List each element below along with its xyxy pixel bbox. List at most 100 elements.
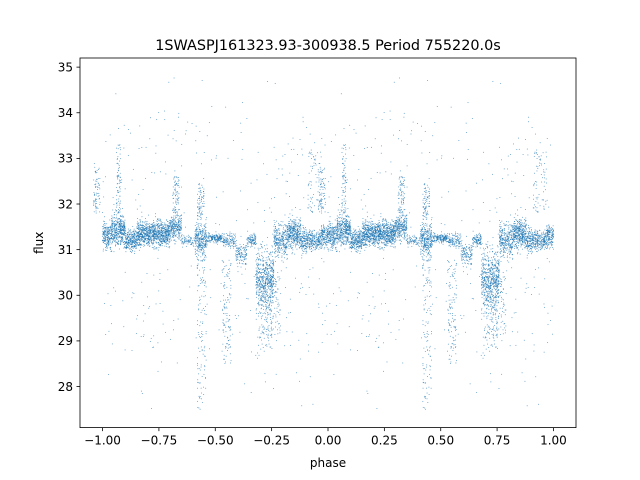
- data-point: [385, 223, 387, 225]
- data-point: [102, 234, 104, 236]
- data-point: [362, 232, 364, 233]
- data-point: [141, 216, 143, 218]
- data-point: [379, 231, 381, 233]
- data-point: [337, 234, 338, 236]
- data-point: [114, 226, 115, 227]
- data-point: [168, 233, 170, 235]
- data-point: [173, 231, 174, 233]
- data-point: [346, 224, 347, 226]
- data-point: [135, 239, 137, 241]
- data-point: [425, 246, 427, 248]
- data-point: [377, 227, 379, 229]
- data-point: [379, 238, 381, 239]
- data-point: [201, 233, 203, 235]
- data-point: [179, 208, 180, 210]
- data-point: [394, 222, 396, 224]
- data-point: [200, 251, 202, 253]
- data-point: [378, 232, 380, 234]
- data-point: [399, 224, 401, 225]
- data-point: [153, 234, 155, 235]
- data-point: [394, 236, 395, 237]
- data-point: [165, 226, 167, 228]
- data-point: [359, 246, 361, 248]
- data-point: [146, 227, 148, 229]
- data-point: [127, 244, 129, 246]
- data-point: [123, 147, 125, 149]
- data-point: [358, 233, 360, 235]
- data-point: [205, 223, 207, 225]
- data-point: [335, 248, 337, 250]
- data-point: [344, 229, 346, 231]
- data-point: [167, 234, 169, 235]
- data-point: [429, 310, 431, 311]
- data-point: [103, 220, 104, 222]
- data-point: [332, 234, 334, 236]
- data-point: [353, 243, 355, 244]
- data-point: [327, 212, 329, 213]
- data-point: [405, 228, 407, 230]
- data-point: [344, 221, 346, 222]
- data-point: [348, 222, 350, 224]
- data-point: [425, 241, 427, 243]
- data-point: [394, 225, 396, 227]
- data-point: [165, 230, 167, 232]
- data-point: [342, 220, 343, 222]
- data-point: [151, 241, 152, 243]
- data-point: [113, 221, 115, 222]
- data-point: [144, 241, 145, 243]
- data-point: [429, 244, 431, 246]
- data-point: [154, 238, 156, 240]
- data-point: [423, 242, 425, 244]
- data-point: [198, 246, 199, 248]
- data-point: [422, 248, 424, 250]
- data-point: [365, 246, 367, 248]
- data-point: [368, 225, 370, 226]
- data-point: [127, 247, 129, 249]
- data-point: [382, 235, 383, 237]
- data-point: [414, 286, 416, 288]
- data-point: [396, 222, 397, 224]
- data-point: [365, 221, 367, 223]
- data-point: [144, 313, 146, 315]
- data-point: [150, 337, 152, 339]
- data-point: [411, 242, 412, 244]
- data-point: [112, 223, 114, 224]
- data-point: [179, 215, 181, 217]
- data-point: [380, 233, 382, 235]
- data-point: [375, 234, 376, 236]
- data-point: [118, 224, 120, 225]
- data-point: [203, 230, 205, 232]
- data-point: [120, 241, 121, 242]
- data-point: [348, 232, 349, 234]
- data-point: [339, 238, 341, 239]
- data-point: [118, 128, 119, 129]
- data-point: [430, 226, 432, 228]
- data-point: [130, 238, 132, 240]
- data-point: [385, 229, 386, 231]
- data-point: [355, 132, 357, 134]
- data-point: [165, 232, 166, 234]
- data-point: [348, 243, 350, 245]
- data-point: [375, 228, 377, 230]
- data-point: [380, 216, 382, 218]
- data-point: [368, 189, 369, 190]
- data-point: [362, 243, 364, 245]
- data-point: [354, 237, 356, 239]
- data-point: [360, 238, 362, 240]
- data-point: [339, 234, 341, 236]
- data-point: [140, 225, 142, 226]
- data-point: [200, 246, 202, 248]
- data-point: [162, 237, 164, 238]
- data-point: [107, 228, 109, 230]
- data-point: [205, 240, 207, 241]
- data-point: [364, 235, 366, 237]
- data-point: [150, 229, 152, 231]
- data-point: [139, 230, 141, 232]
- data-point: [394, 234, 396, 236]
- data-point: [165, 231, 167, 233]
- data-point: [190, 238, 192, 239]
- data-point: [382, 224, 384, 226]
- data-point: [180, 215, 181, 217]
- data-point: [411, 245, 413, 247]
- data-point: [152, 230, 154, 232]
